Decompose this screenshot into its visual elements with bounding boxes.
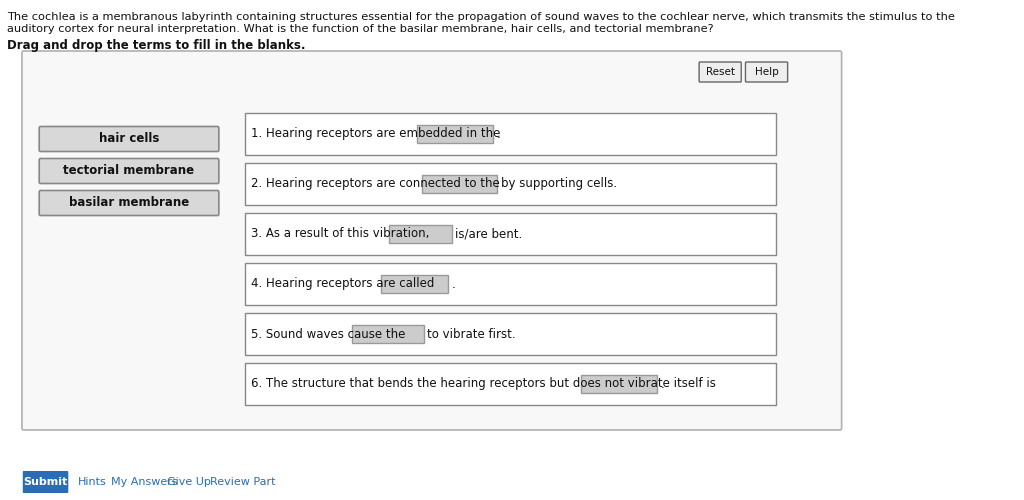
FancyBboxPatch shape <box>39 126 219 152</box>
Text: 1. Hearing receptors are embedded in the: 1. Hearing receptors are embedded in the <box>251 128 501 140</box>
Text: .: . <box>452 278 456 290</box>
Text: 5. Sound waves cause the: 5. Sound waves cause the <box>251 328 406 340</box>
FancyBboxPatch shape <box>23 471 69 493</box>
FancyBboxPatch shape <box>245 263 776 305</box>
Text: by supporting cells.: by supporting cells. <box>501 178 616 190</box>
FancyBboxPatch shape <box>39 190 219 216</box>
FancyBboxPatch shape <box>422 175 498 193</box>
FancyBboxPatch shape <box>245 163 776 205</box>
Text: auditory cortex for neural interpretation. What is the function of the basilar m: auditory cortex for neural interpretatio… <box>7 24 714 34</box>
FancyBboxPatch shape <box>245 313 776 355</box>
FancyBboxPatch shape <box>22 51 842 430</box>
Text: tectorial membrane: tectorial membrane <box>63 164 195 177</box>
FancyBboxPatch shape <box>352 325 424 343</box>
Text: Submit: Submit <box>24 477 68 487</box>
Text: 3. As a result of this vibration,: 3. As a result of this vibration, <box>251 228 430 240</box>
Text: is/are bent.: is/are bent. <box>456 228 522 240</box>
Text: hair cells: hair cells <box>99 132 159 145</box>
FancyBboxPatch shape <box>699 62 741 82</box>
Text: Reset: Reset <box>706 67 734 77</box>
FancyBboxPatch shape <box>389 225 452 243</box>
Text: Give Up: Give Up <box>167 477 211 487</box>
Text: Help: Help <box>755 67 778 77</box>
Text: to vibrate first.: to vibrate first. <box>427 328 516 340</box>
Text: 6. The structure that bends the hearing receptors but does not vibrate itself is: 6. The structure that bends the hearing … <box>251 378 716 390</box>
FancyBboxPatch shape <box>245 113 776 155</box>
Text: 4. Hearing receptors are called: 4. Hearing receptors are called <box>251 278 434 290</box>
FancyBboxPatch shape <box>39 158 219 184</box>
FancyBboxPatch shape <box>245 363 776 405</box>
FancyBboxPatch shape <box>418 125 494 143</box>
FancyBboxPatch shape <box>381 275 449 293</box>
Text: basilar membrane: basilar membrane <box>69 196 189 209</box>
Text: .: . <box>497 128 501 140</box>
Text: Hints: Hints <box>78 477 106 487</box>
Text: 2. Hearing receptors are connected to the: 2. Hearing receptors are connected to th… <box>251 178 500 190</box>
Text: Drag and drop the terms to fill in the blanks.: Drag and drop the terms to fill in the b… <box>7 39 305 52</box>
Text: The cochlea is a membranous labyrinth containing structures essential for the pr: The cochlea is a membranous labyrinth co… <box>7 12 954 22</box>
FancyBboxPatch shape <box>581 375 657 393</box>
Text: My Answers: My Answers <box>111 477 177 487</box>
Text: Review Part: Review Part <box>210 477 275 487</box>
FancyBboxPatch shape <box>245 213 776 255</box>
Text: .: . <box>660 378 664 390</box>
FancyBboxPatch shape <box>745 62 787 82</box>
